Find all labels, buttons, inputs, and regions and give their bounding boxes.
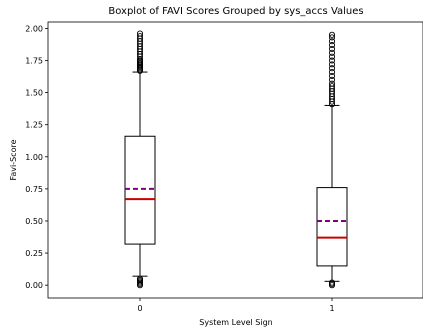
plot-frame xyxy=(47,21,423,299)
outlier-point xyxy=(328,57,336,64)
y-tick-label: 1.25 xyxy=(25,121,43,130)
y-axis: 0.00 0.25 0.50 0.75 1.00 1.25 1.50 1.75 2.00 xyxy=(25,24,48,290)
y-tick-label: 0.25 xyxy=(25,249,43,258)
outlier-point xyxy=(136,282,144,289)
chart-title: Boxplot of FAVI Scores Grouped by sys_ac… xyxy=(108,6,363,17)
outlier-point xyxy=(136,33,144,40)
outlier-point xyxy=(328,34,336,41)
box-body xyxy=(124,135,156,245)
outlier-point xyxy=(328,83,336,90)
x-tick-label: 1 xyxy=(329,304,334,313)
y-tick-label: 1.50 xyxy=(25,89,43,98)
outlier-point xyxy=(328,282,336,289)
y-tick-label: 0.75 xyxy=(25,185,43,194)
y-tick-label: 1.75 xyxy=(25,57,43,66)
y-axis-label: Favi-Score xyxy=(9,139,18,180)
x-axis-label: System Level Sign xyxy=(199,318,272,327)
y-tick-label: 0.50 xyxy=(25,217,43,226)
outlier-point xyxy=(328,80,336,87)
boxes xyxy=(124,30,348,289)
outlier-point xyxy=(328,49,336,56)
y-tick-label: 2.00 xyxy=(25,24,43,33)
outlier-point xyxy=(328,72,336,79)
outlier-point xyxy=(328,61,336,68)
y-tick-label: 1.00 xyxy=(25,153,43,162)
y-tick-label: 0.00 xyxy=(25,281,43,290)
outlier-point xyxy=(328,65,336,72)
outlier-point xyxy=(328,31,336,38)
outlier-point xyxy=(328,45,336,53)
outlier-point xyxy=(328,69,336,76)
x-tick-label: 0 xyxy=(137,304,142,313)
outlier-point xyxy=(328,42,336,49)
outlier-point xyxy=(328,53,336,60)
outlier-point xyxy=(328,38,336,45)
box-body xyxy=(316,187,348,267)
outlier-point xyxy=(136,30,144,37)
outlier-point xyxy=(328,76,336,83)
